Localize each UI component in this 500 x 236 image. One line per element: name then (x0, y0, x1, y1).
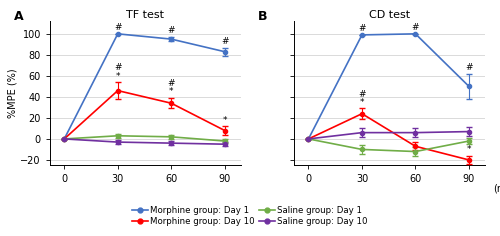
Text: #: # (114, 23, 122, 32)
Text: B: B (258, 10, 268, 23)
Text: #: # (358, 24, 366, 33)
Text: *: * (466, 145, 471, 154)
Text: #: # (465, 63, 472, 72)
Text: (min): (min) (492, 184, 500, 194)
Text: #
*: # * (358, 90, 366, 107)
Text: A: A (14, 10, 24, 23)
Title: CD test: CD test (369, 10, 410, 21)
Text: #
*: # * (168, 79, 175, 96)
Text: *: * (413, 131, 418, 140)
Text: *: * (222, 116, 227, 125)
Text: #: # (168, 26, 175, 35)
Text: #
*: # * (114, 63, 122, 81)
Text: #: # (221, 37, 228, 46)
Legend: Morphine group: Day 1, Morphine group: Day 10, Saline group: Day 1, Saline group: Morphine group: Day 1, Morphine group: D… (129, 203, 371, 229)
Y-axis label: %MPE (%): %MPE (%) (8, 68, 18, 118)
Text: #: # (412, 23, 419, 32)
Title: TF test: TF test (126, 10, 164, 21)
